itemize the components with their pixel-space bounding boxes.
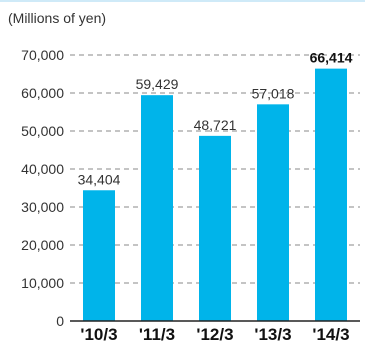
unit-label: (Millions of yen) [8, 10, 107, 26]
bar [257, 104, 289, 321]
bar [315, 68, 347, 321]
data-label: 48,721 [194, 117, 237, 133]
x-tick-label: '14/3 [312, 325, 349, 344]
bars [83, 68, 347, 321]
data-label: 66,414 [310, 50, 353, 66]
y-tick-label: 40,000 [21, 161, 64, 177]
y-tick-label: 10,000 [21, 275, 64, 291]
y-axis-tick-labels: 0 10,000 20,000 30,000 40,000 50,000 60,000 70,… [21, 47, 64, 329]
data-label: 57,018 [252, 85, 295, 101]
y-tick-label: 20,000 [21, 237, 64, 253]
x-tick-label: '11/3 [139, 325, 175, 344]
y-tick-label: 0 [56, 313, 64, 329]
bar [199, 135, 231, 321]
x-tick-label: '12/3 [196, 325, 233, 344]
x-tick-label: '13/3 [254, 325, 291, 344]
top-rule [0, 0, 365, 2]
y-tick-label: 70,000 [21, 47, 64, 63]
data-labels: 34,404 59,429 48,721 57,018 66,414 [78, 50, 353, 188]
bar [83, 190, 115, 321]
y-tick-label: 50,000 [21, 123, 64, 139]
data-label: 34,404 [78, 171, 121, 187]
data-label: 59,429 [136, 76, 179, 92]
y-tick-label: 60,000 [21, 85, 64, 101]
x-tick-label: '10/3 [80, 325, 117, 344]
x-axis-tick-labels: '10/3 '11/3 '12/3 '13/3 '14/3 [80, 325, 349, 344]
y-tick-label: 30,000 [21, 199, 64, 215]
bar [141, 95, 173, 321]
